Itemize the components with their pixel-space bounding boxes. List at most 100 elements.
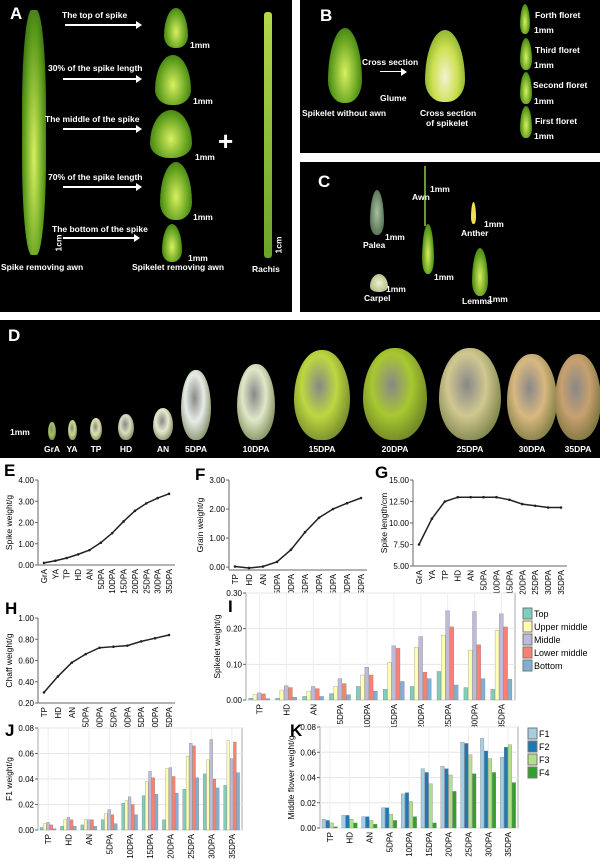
bar	[441, 634, 446, 701]
panel-b-photo: B Cross section Glume Spikelet without a…	[300, 0, 600, 153]
floret-image	[520, 106, 532, 138]
y-tick-label: 3.00	[209, 476, 225, 485]
data-point	[122, 520, 125, 523]
data-point	[233, 565, 237, 568]
y-tick-label: 0.20	[226, 625, 242, 634]
data-point	[520, 502, 524, 506]
bar	[206, 759, 210, 831]
legend-label: F3	[539, 755, 550, 765]
x-tick-label: 30DPA	[484, 831, 493, 856]
y-tick-label: 0.00	[226, 696, 242, 705]
grain-image	[363, 348, 427, 440]
spikelet-image	[155, 55, 191, 105]
bar	[333, 826, 338, 829]
bar	[101, 819, 105, 831]
bar	[356, 686, 361, 701]
bar	[364, 667, 369, 701]
bar	[452, 791, 457, 829]
x-tick-label: AN	[366, 832, 375, 843]
y-tick-label: 3.00	[18, 497, 34, 506]
legend-label: Middle	[534, 635, 561, 645]
bar	[261, 693, 266, 701]
y-axis-label: Spikelet weight/g	[212, 614, 222, 679]
stage-label: 20DPA	[381, 444, 409, 454]
bar	[454, 684, 459, 701]
bar	[292, 696, 297, 701]
x-tick-label: 5DPA	[97, 568, 106, 589]
series-line	[234, 497, 362, 569]
x-tick-label: HD	[282, 704, 291, 716]
scale-mm: 1mm	[386, 284, 406, 294]
data-point	[331, 507, 335, 511]
x-tick-label: HD	[454, 570, 463, 582]
y-tick-label: 0.02	[18, 801, 34, 810]
panel-letter: D	[8, 326, 21, 345]
bar	[145, 781, 149, 831]
floret-image	[422, 224, 434, 274]
data-point	[417, 543, 421, 546]
carpel-image	[370, 274, 388, 292]
x-tick-label: AN	[259, 574, 268, 585]
x-tick-label: 15DPA	[146, 833, 155, 858]
bar	[192, 745, 196, 831]
data-point	[65, 556, 69, 560]
x-tick-label: 15DPA	[301, 573, 310, 598]
data-point	[99, 541, 103, 544]
x-tick-label: 5DPA	[385, 831, 394, 852]
legend-label: F1	[539, 729, 550, 739]
bar	[212, 778, 217, 831]
stage-label: TP	[90, 444, 102, 454]
x-tick-label: HD	[74, 569, 83, 581]
bar	[168, 767, 172, 831]
bar	[172, 776, 176, 831]
bar	[449, 626, 454, 701]
bar	[151, 777, 155, 831]
bar	[468, 649, 473, 701]
bar	[131, 804, 135, 831]
rachis-image	[264, 12, 272, 258]
bar	[104, 813, 108, 831]
bar	[395, 648, 401, 701]
panel-d-photo: D 1mm GrA YA TP HD AN 5DPA 10DPA 15DPA 20DPA 25DP…	[0, 320, 600, 458]
bar	[420, 768, 425, 829]
x-tick-label: 10DPA	[363, 703, 372, 728]
stage-label: GrA	[43, 444, 61, 454]
scale-mm: 1mm	[190, 40, 210, 50]
y-axis-label: F1 weight/g	[4, 757, 14, 801]
x-tick-label: 30DPA	[343, 573, 352, 598]
data-point	[133, 509, 137, 513]
bar	[408, 801, 413, 829]
awn-image	[424, 166, 426, 226]
x-tick-label: TP	[44, 834, 53, 844]
x-tick-label: 25DPA	[444, 703, 453, 728]
legend-swatch	[527, 727, 538, 740]
spike-caption: Spike removing awn	[1, 262, 84, 272]
data-point	[88, 548, 91, 552]
anther-image	[471, 202, 476, 224]
data-point	[559, 506, 563, 509]
spike-image	[22, 10, 46, 255]
grain-image	[181, 370, 211, 440]
label-30: 30% of the spike length	[48, 63, 143, 73]
x-tick-label: 10DPA	[126, 833, 135, 858]
bar	[73, 826, 77, 831]
bar	[209, 739, 213, 831]
bar	[302, 696, 307, 701]
bar	[329, 822, 334, 829]
panel-letter: H	[5, 599, 17, 618]
bar	[369, 674, 374, 701]
bar	[252, 694, 258, 701]
bar	[484, 750, 489, 829]
part-label: Palea	[363, 240, 386, 250]
y-tick-label: 1.00	[18, 614, 34, 623]
x-tick-label: HD	[54, 707, 63, 719]
panel-letter: A	[10, 4, 23, 23]
scale-mm: 1mm	[484, 219, 504, 229]
data-point	[289, 548, 293, 551]
bar	[60, 826, 64, 831]
bar	[43, 823, 47, 831]
x-tick-label: 20DPA	[417, 703, 426, 728]
floret-image	[520, 72, 532, 104]
y-tick-label: 0.60	[18, 657, 34, 666]
